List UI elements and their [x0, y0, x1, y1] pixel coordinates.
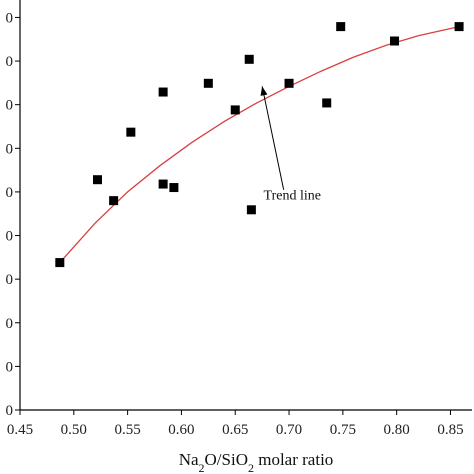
x-axis-title-subscript: 2 — [248, 461, 254, 474]
annotation-arrow-shaft — [261, 86, 285, 190]
x-tick-label: 0.75 — [330, 422, 356, 438]
data-point — [55, 258, 65, 268]
data-point — [246, 205, 256, 215]
data-point — [336, 22, 346, 32]
y-tick-label: 0 — [6, 98, 14, 114]
data-point — [169, 183, 179, 193]
data-point — [109, 196, 119, 206]
x-tick-label: 0.70 — [276, 422, 302, 438]
x-axis-title-subscript: 2 — [199, 461, 205, 474]
trend-line-annotation: Trend line — [264, 188, 321, 203]
x-axis-title: Na2O/SiO2 molar ratio — [179, 450, 334, 474]
data-point — [284, 78, 294, 88]
y-tick-label: 0 — [6, 54, 14, 70]
x-tick-label: 0.65 — [222, 422, 248, 438]
y-tick-label: 0 — [6, 185, 14, 201]
y-tick-label: 0 — [6, 272, 14, 288]
data-point — [126, 127, 136, 137]
x-tick-label: 0.55 — [114, 422, 140, 438]
x-tick-label: 0.50 — [61, 422, 87, 438]
annotation-arrow-head — [260, 86, 268, 96]
x-tick-label: 0.80 — [384, 422, 410, 438]
y-tick-label: 0 — [6, 10, 14, 26]
x-axis-title-part: O/SiO — [205, 450, 248, 469]
data-point — [454, 22, 464, 32]
y-tick-label: 0 — [6, 359, 14, 375]
x-axis-title-part: Na — [179, 450, 199, 469]
y-tick-label: 0 — [6, 403, 14, 419]
y-tick-label: 0 — [6, 141, 14, 157]
data-point — [158, 179, 168, 189]
data-point — [230, 105, 240, 115]
data-point — [390, 36, 400, 46]
data-point — [244, 54, 254, 64]
x-axis-title-part: molar ratio — [254, 450, 333, 469]
trend-line — [59, 25, 460, 264]
data-point — [203, 78, 213, 88]
y-tick-label: 0 — [6, 229, 14, 245]
x-tick-label: 0.85 — [437, 422, 463, 438]
data-point — [158, 87, 168, 97]
x-tick-label: 0.45 — [7, 422, 33, 438]
data-point — [92, 175, 102, 185]
data-point — [322, 98, 332, 108]
x-tick-label: 0.60 — [168, 422, 194, 438]
y-tick-label: 0 — [6, 316, 14, 332]
